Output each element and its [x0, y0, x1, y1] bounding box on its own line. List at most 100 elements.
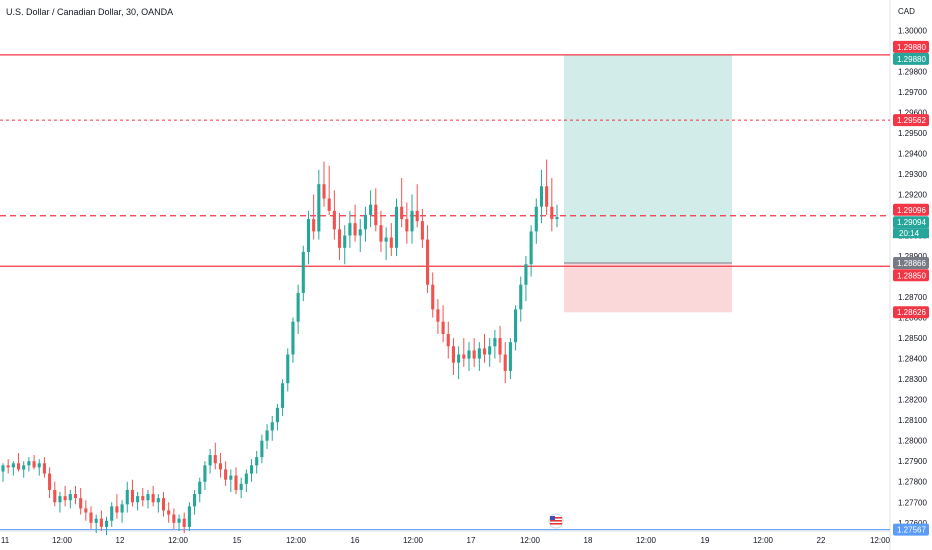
candle	[317, 169, 321, 240]
candle	[457, 346, 461, 380]
candle	[68, 489, 72, 509]
candle	[115, 494, 119, 519]
profit-zone[interactable]	[564, 54, 732, 263]
candle	[229, 469, 233, 493]
candle	[187, 502, 191, 531]
candle	[472, 338, 476, 367]
time-axis[interactable]: 11 12:00 12 12:00 15 12:00 16 12:00 17 12:00 18 12:…	[1, 536, 891, 545]
us-flag-icon[interactable]	[548, 513, 564, 529]
candle	[369, 190, 373, 228]
candle	[265, 424, 269, 449]
price-badges: 1.29880 1.29880 1.29562 1.29096 1.29094 1.288…	[893, 40, 929, 536]
candle	[1, 463, 5, 482]
candle	[270, 416, 274, 441]
time-tick: 12	[116, 536, 125, 545]
price-tick: 1.28900	[898, 252, 927, 261]
candle	[488, 338, 492, 367]
candle	[120, 500, 124, 523]
candle	[255, 450, 259, 474]
svg-text:1.27567: 1.27567	[897, 526, 926, 535]
price-badge: 1.29880	[893, 40, 929, 53]
candle	[16, 453, 21, 472]
candle	[312, 194, 316, 240]
loss-zone[interactable]	[564, 262, 732, 313]
candle	[343, 225, 347, 265]
price-tick: 1.29700	[898, 88, 927, 97]
time-tick: 12:00	[52, 536, 73, 545]
candle	[213, 442, 217, 470]
candle	[534, 198, 538, 244]
candle	[327, 165, 331, 215]
candle	[550, 178, 554, 232]
candle	[332, 190, 336, 240]
candle	[136, 492, 140, 511]
svg-text:1.28626: 1.28626	[897, 308, 926, 317]
candle	[405, 202, 409, 244]
candle	[208, 448, 212, 474]
candle	[337, 212, 342, 261]
candle	[462, 338, 466, 367]
time-tick: 15	[233, 536, 242, 545]
candle	[524, 256, 528, 302]
price-tick: 1.29400	[898, 149, 927, 158]
countdown-badge: 20:14	[893, 228, 929, 239]
candle	[6, 459, 10, 474]
candle	[291, 317, 295, 363]
svg-text:20:14: 20:14	[899, 229, 920, 238]
candle	[555, 204, 559, 228]
price-tick: 1.29300	[898, 170, 927, 179]
level-lines	[0, 54, 890, 531]
time-tick: 12:00	[753, 536, 774, 545]
price-tick: 1.28000	[898, 437, 927, 446]
candle	[446, 321, 450, 359]
time-tick: 12:00	[520, 536, 541, 545]
price-tick: 1.28300	[898, 375, 927, 384]
candle	[306, 210, 311, 265]
candle	[545, 159, 549, 215]
candle	[322, 161, 326, 207]
time-tick: 16	[351, 536, 360, 545]
time-tick: 17	[467, 536, 476, 545]
candle	[156, 494, 160, 513]
candle	[348, 210, 352, 248]
chart-title: U.S. Dollar / Canadian Dollar, 30, OANDA	[6, 7, 173, 17]
candle	[32, 455, 36, 470]
candle	[275, 403, 279, 431]
candle	[249, 459, 254, 482]
candle	[420, 208, 424, 248]
price-tick: 1.27600	[898, 519, 927, 528]
candle	[410, 194, 414, 244]
price-tick: 1.28500	[898, 334, 927, 343]
time-tick: 19	[701, 536, 710, 545]
price-tick: 1.28400	[898, 355, 927, 364]
candle	[467, 342, 471, 371]
candle	[167, 502, 171, 523]
candle	[296, 284, 300, 334]
candle	[130, 479, 134, 507]
price-badge: 1.29094	[893, 216, 929, 229]
price-tick: 1.27900	[898, 457, 927, 466]
candle	[244, 469, 248, 493]
candle	[94, 514, 98, 534]
candle	[58, 492, 62, 513]
candle	[110, 502, 114, 527]
candle	[514, 305, 518, 351]
candle	[498, 325, 502, 363]
candle	[519, 276, 523, 322]
svg-text:1.28866: 1.28866	[897, 259, 926, 268]
svg-text:1.29096: 1.29096	[897, 206, 926, 215]
candle	[89, 506, 93, 529]
price-badge: 1.29880	[893, 52, 929, 65]
time-tick: 12:00	[286, 536, 307, 545]
candle	[363, 206, 367, 242]
candle	[161, 492, 166, 517]
time-tick: 11	[1, 536, 10, 545]
candle	[193, 489, 197, 515]
candle	[218, 453, 223, 478]
svg-text:1.29094: 1.29094	[897, 218, 926, 227]
candle	[234, 467, 238, 495]
candle	[79, 487, 83, 515]
time-tick: 12:00	[870, 536, 891, 545]
price-badge: 1.28626	[893, 306, 929, 319]
